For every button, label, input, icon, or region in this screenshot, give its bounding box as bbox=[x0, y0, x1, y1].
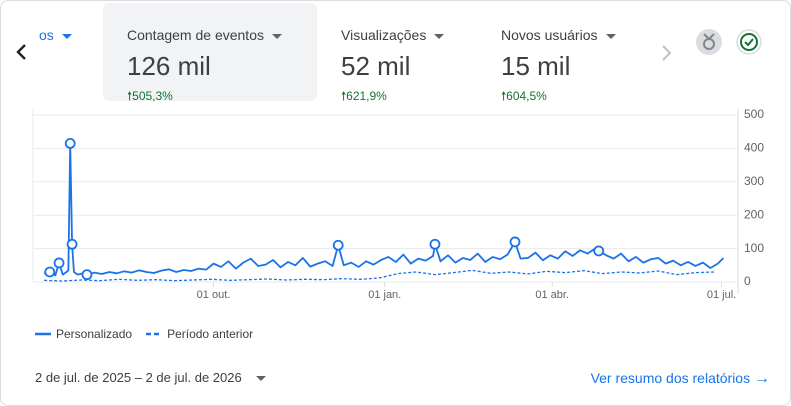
y-tick-label: 200 bbox=[744, 207, 764, 221]
y-tick-label: 100 bbox=[744, 241, 764, 255]
tab[interactable]: Novos usuários 15 mil 🠕604,5% bbox=[477, 3, 647, 103]
anomaly-marker bbox=[81, 269, 93, 281]
anomaly-marker bbox=[44, 266, 56, 278]
anomaly-marker bbox=[66, 238, 78, 250]
prev-arrow[interactable] bbox=[7, 37, 37, 67]
tab-label: os bbox=[39, 27, 72, 43]
tab-label-text: Visualizações bbox=[341, 27, 427, 43]
tab-change-text: 604,5% bbox=[506, 89, 547, 103]
tab-change: 🠕505,3% bbox=[127, 89, 173, 103]
anomaly-marker bbox=[509, 236, 521, 248]
tab-value: 52 mil bbox=[341, 51, 411, 81]
y-tick-label: 400 bbox=[744, 141, 764, 155]
tab-change: 🠕621,9% bbox=[341, 89, 387, 103]
anomaly-marker bbox=[64, 137, 76, 149]
series-line bbox=[43, 142, 725, 277]
tab-label-text: os bbox=[39, 27, 54, 43]
legend-label: Personalizado bbox=[56, 327, 133, 341]
anomaly-marker bbox=[593, 245, 605, 257]
status-icon[interactable] bbox=[734, 27, 764, 57]
tab-change-text: 505,3% bbox=[132, 89, 173, 103]
tab-change-text: 621,9% bbox=[346, 89, 387, 103]
legend-swatch bbox=[146, 332, 163, 336]
report-link[interactable]: Ver resumo dos relatórios → bbox=[590, 370, 770, 387]
legend-label: Período anterior bbox=[167, 327, 254, 341]
insights-icon[interactable] bbox=[694, 27, 724, 57]
x-tick-label: 01 abr. bbox=[535, 289, 570, 301]
x-tick-label: 01 out. bbox=[196, 289, 231, 301]
y-tick-label: 300 bbox=[744, 174, 764, 188]
tab-label: Contagem de eventos bbox=[127, 27, 282, 43]
next-arrow[interactable] bbox=[651, 38, 681, 68]
tab-label: Visualizações bbox=[341, 27, 445, 43]
date-range-text: 2 de jul. de 2025 – 2 de jul. de 2026 bbox=[35, 370, 242, 385]
legend: Personalizado Período anterior bbox=[35, 327, 267, 341]
tab-value: 15 mil bbox=[501, 51, 571, 81]
legend-item[interactable]: Personalizado bbox=[35, 327, 132, 341]
tab[interactable]: os bbox=[15, 3, 95, 101]
tab[interactable]: Visualizações 52 mil 🠕621,9% bbox=[317, 3, 477, 103]
anomaly-marker bbox=[332, 239, 344, 251]
date-range[interactable]: 2 de jul. de 2025 – 2 de jul. de 2026 bbox=[35, 370, 266, 385]
legend-item[interactable]: Período anterior bbox=[146, 327, 253, 341]
anomaly-marker bbox=[429, 238, 441, 250]
y-tick-label: 500 bbox=[744, 107, 764, 121]
x-tick-label: 01 jan. bbox=[368, 289, 402, 301]
series-line bbox=[44, 269, 715, 282]
tab-selected[interactable]: Contagem de eventos 126 mil 🠕505,3% bbox=[103, 3, 317, 103]
tab-label-text: Contagem de eventos bbox=[127, 27, 264, 43]
chart: 0 100 200 300 400 500 bbox=[32, 107, 764, 294]
anomaly-marker bbox=[53, 257, 65, 269]
tab-value: 126 mil bbox=[127, 51, 211, 81]
tab-label: Novos usuários bbox=[501, 27, 616, 43]
tab-label-text: Novos usuários bbox=[501, 27, 598, 43]
report-link-text: Ver resumo dos relatórios bbox=[590, 370, 751, 386]
y-tick-label: 0 bbox=[744, 274, 751, 288]
x-tick-label: 01 jul. bbox=[706, 289, 737, 301]
legend-swatch bbox=[35, 332, 51, 336]
tab-change: 🠕604,5% bbox=[501, 89, 547, 103]
